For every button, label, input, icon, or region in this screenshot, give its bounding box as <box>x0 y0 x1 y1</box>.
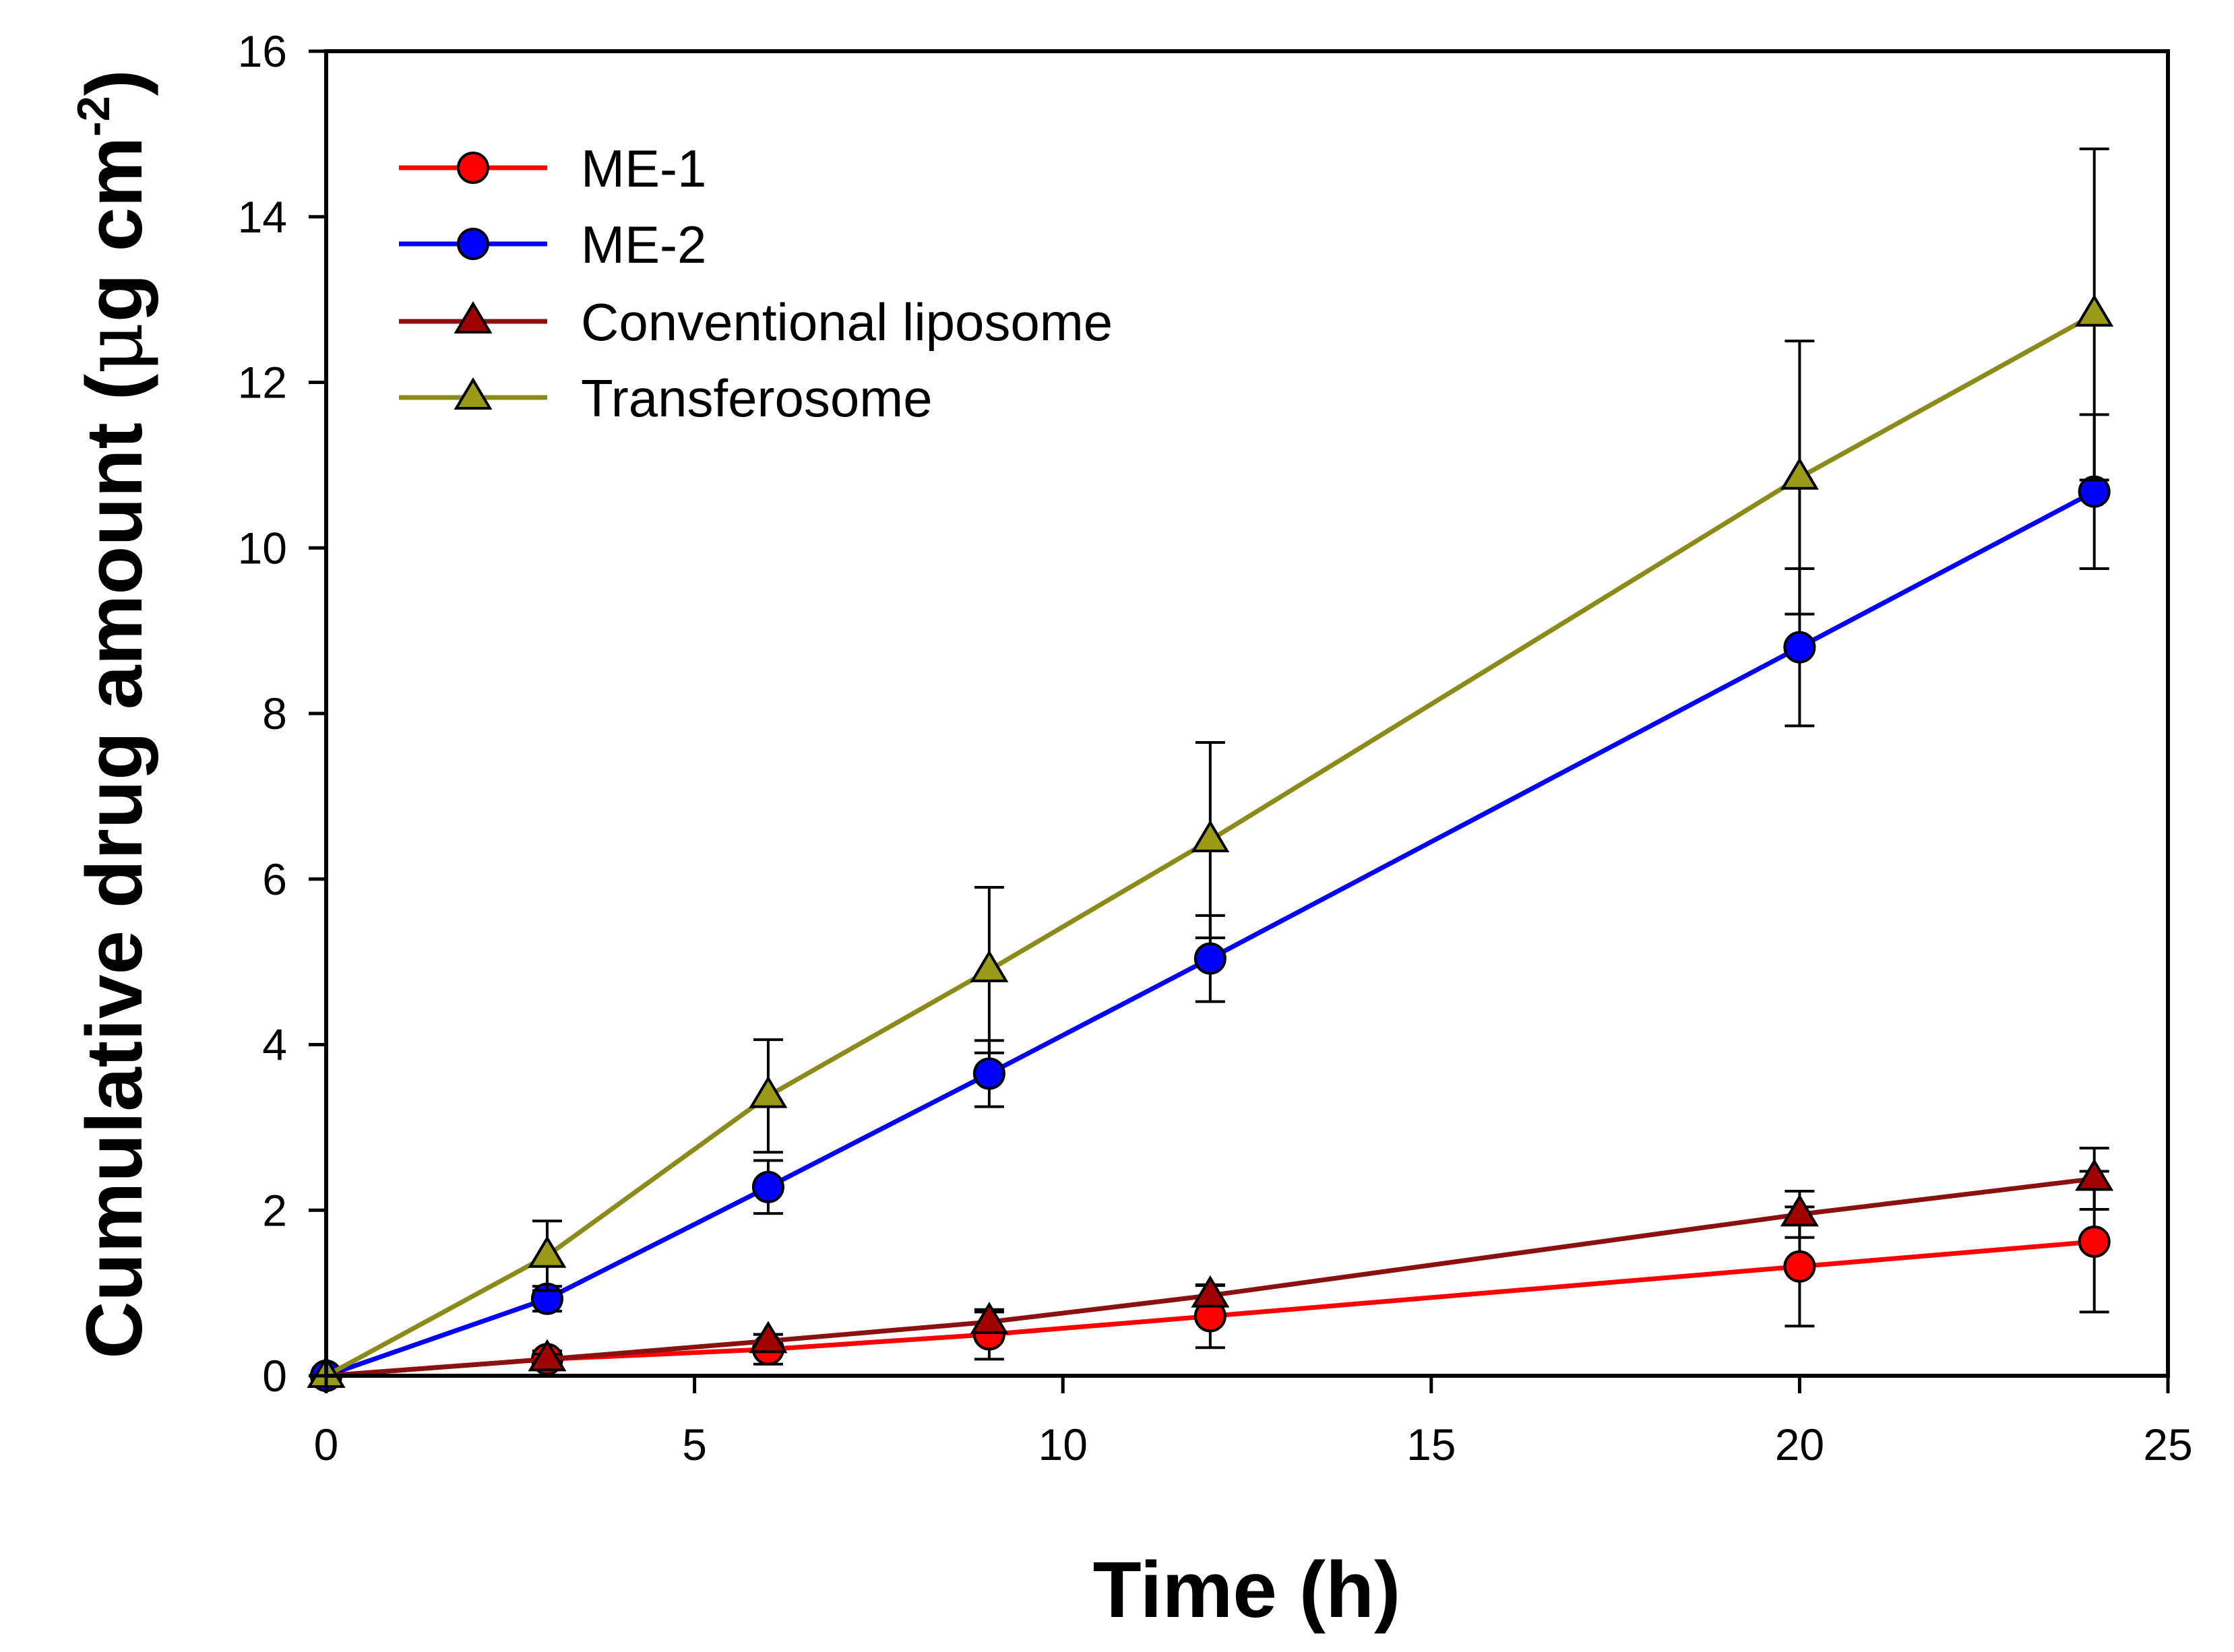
data-point <box>1191 1275 1230 1308</box>
legend-item: Conventional liposome <box>399 292 1113 352</box>
y-axis-title-mu: μ <box>67 322 160 374</box>
data-point <box>2075 1158 2114 1191</box>
x-tick-label: 10 <box>1038 1420 1087 1469</box>
data-point <box>2075 294 2114 327</box>
y-tick-label: 12 <box>238 358 287 408</box>
legend-marker <box>454 301 493 333</box>
legend-item: ME-1 <box>399 139 706 198</box>
y-tick-label: 14 <box>238 192 287 242</box>
legend: ME-1 ME-2 Conventional liposome Transferoso… <box>399 139 1113 428</box>
x-tick-label: 20 <box>1775 1420 1824 1469</box>
y-axis-title-close: ) <box>70 69 159 96</box>
legend-marker <box>457 228 489 260</box>
y-axis-title: Cumulative drug amount (μg cm-2) <box>67 69 160 1359</box>
data-point <box>970 1302 1009 1335</box>
data-point <box>1780 457 1819 490</box>
y-axis-title-unit: g cm <box>70 137 159 322</box>
legend-label: ME-1 <box>581 139 706 198</box>
y-axis-title-exponent: -2 <box>68 96 119 136</box>
data-point <box>1783 1250 1816 1283</box>
series-transferosome <box>307 147 2114 1388</box>
data-point <box>1193 942 1227 975</box>
x-tick-label: 25 <box>2143 1420 2192 1469</box>
x-tick-label: 0 <box>314 1420 339 1469</box>
data-point <box>749 1321 788 1354</box>
y-tick-label: 16 <box>238 26 287 76</box>
y-tick-label: 4 <box>262 1020 287 1070</box>
data-point <box>2078 1225 2111 1258</box>
data-point <box>970 949 1009 982</box>
legend-item: Transferosome <box>399 369 933 428</box>
axes: 0 5 10 15 20 25 0 2 4 6 8 10 12 14 16 <box>238 26 2193 1469</box>
data-point <box>1191 820 1230 852</box>
data-point <box>528 1339 567 1372</box>
y-tick-label: 10 <box>238 523 287 573</box>
legend-marker <box>457 152 489 184</box>
y-axis-title-main: Cumulative drug amount ( <box>70 373 159 1359</box>
data-point <box>749 1075 788 1108</box>
data-point <box>972 1057 1005 1090</box>
data-point <box>1780 1194 1819 1227</box>
legend-label: Conventional liposome <box>581 292 1113 352</box>
y-tick-label: 6 <box>262 854 287 904</box>
data-point <box>1783 631 1816 664</box>
legend-label: ME-2 <box>581 215 706 274</box>
y-tick-label: 0 <box>262 1351 287 1401</box>
y-tick-label: 2 <box>262 1185 287 1235</box>
x-tick-label: 15 <box>1406 1420 1456 1469</box>
x-axis-title: Time (h) <box>1093 1546 1401 1634</box>
legend-label: Transferosome <box>581 369 933 428</box>
y-tick-label: 8 <box>262 689 287 738</box>
plot-data <box>307 147 2114 1392</box>
legend-marker <box>454 377 493 410</box>
x-tick-label: 5 <box>682 1420 707 1469</box>
data-point <box>751 1170 784 1203</box>
legend-item: ME-2 <box>399 215 706 274</box>
data-point <box>528 1235 567 1268</box>
